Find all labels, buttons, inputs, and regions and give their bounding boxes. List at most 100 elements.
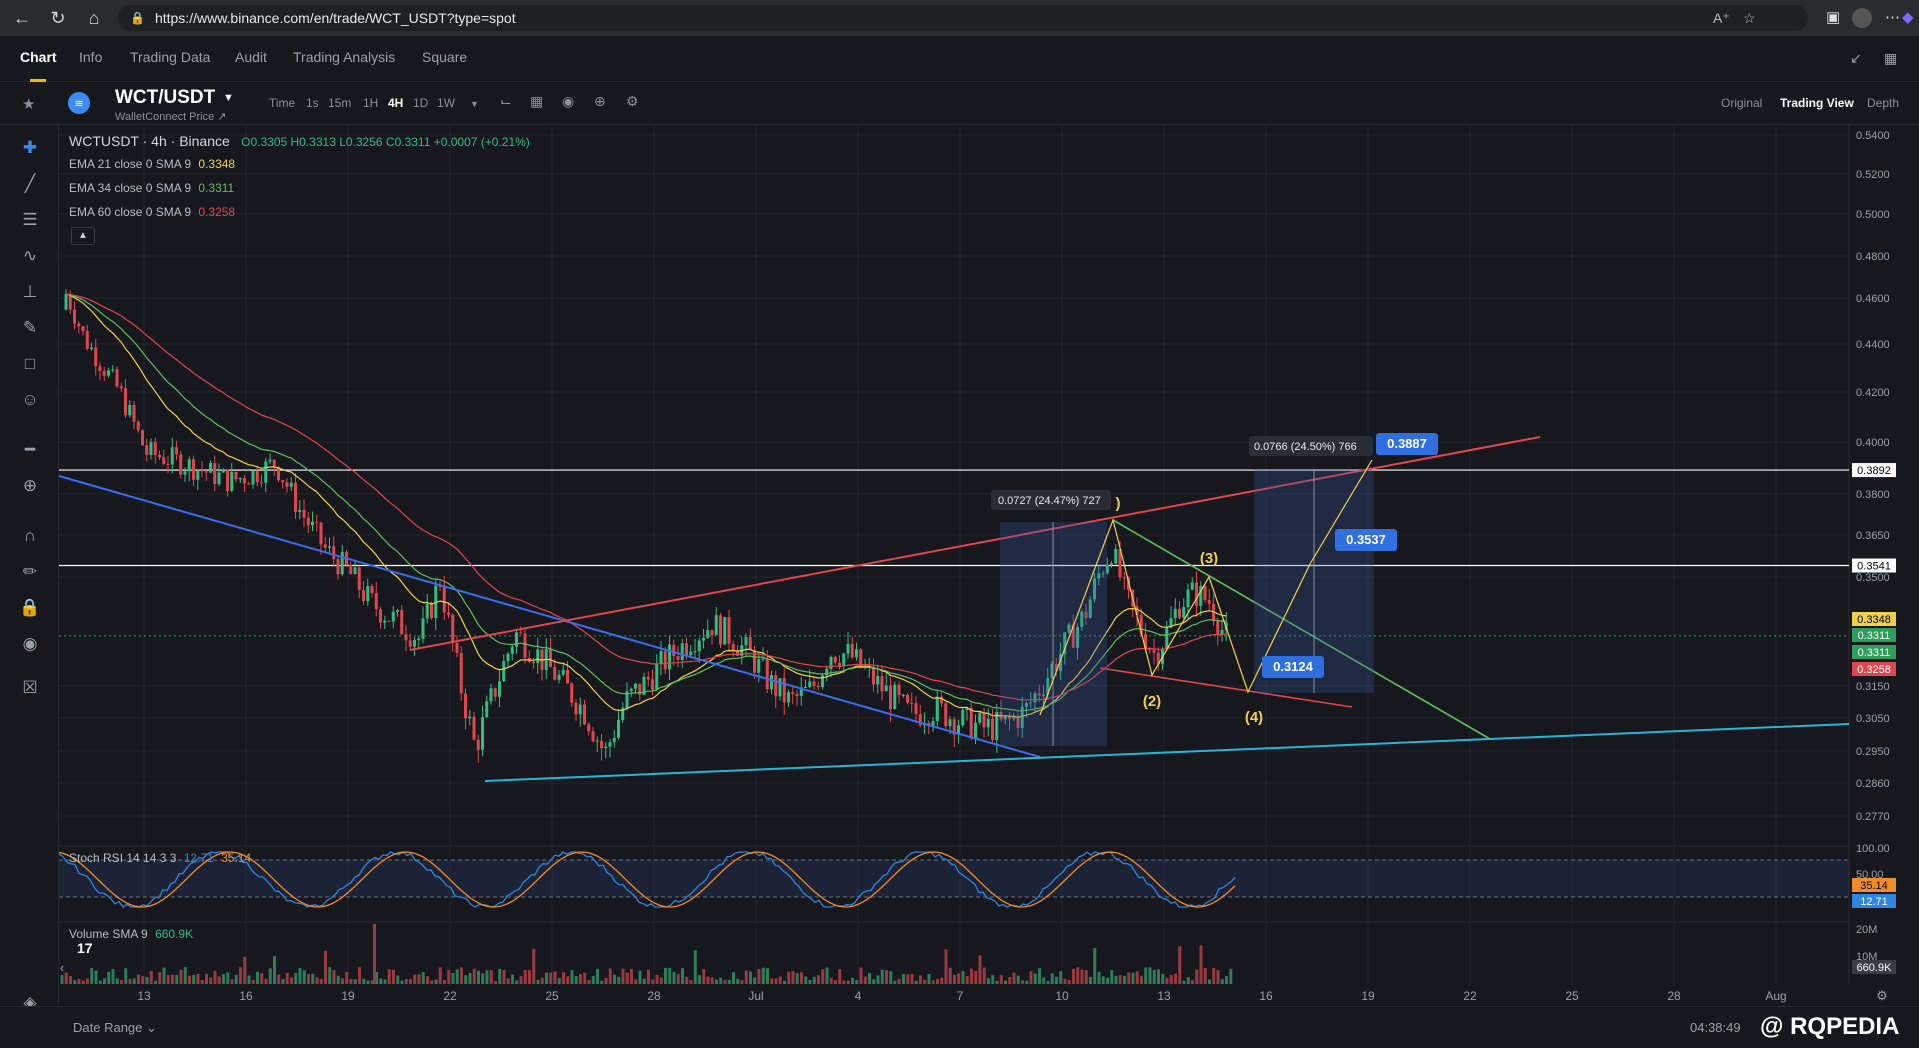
ruler-icon[interactable]: ━ <box>24 440 36 459</box>
volume-bar <box>613 974 616 984</box>
trend-line-icon[interactable]: ╱ <box>24 174 36 193</box>
volume-bar <box>200 980 204 984</box>
candle-body <box>961 709 965 726</box>
volume-bar <box>1216 969 1220 984</box>
pair-name[interactable]: WCT/USDT <box>115 87 216 108</box>
back-icon[interactable]: ← <box>13 7 31 28</box>
tab-trading-analysis[interactable]: Trading Analysis <box>293 49 396 65</box>
volume-bar <box>409 978 412 984</box>
candle-body <box>166 464 170 466</box>
volume-bar <box>1114 975 1118 984</box>
volume-bar <box>545 972 548 984</box>
candle-body <box>124 388 127 416</box>
tab-audit[interactable]: Audit <box>235 49 267 65</box>
timeframe-dropdown-icon[interactable]: ▼ <box>470 99 479 109</box>
volume-bar <box>90 967 94 984</box>
volume-pane <box>59 922 1849 984</box>
candle-body <box>914 703 918 715</box>
magnet-icon[interactable]: ∩ <box>23 526 37 545</box>
time-tick-label: 25 <box>1565 989 1579 1003</box>
favorite-star-icon[interactable]: ★ <box>22 96 36 113</box>
collapse-icon[interactable]: ↙ <box>1850 50 1862 66</box>
timeframe-1s[interactable]: 1s <box>306 96 319 110</box>
zoom-in-icon[interactable]: ⊕ <box>22 476 38 495</box>
brush-icon[interactable]: ✎ <box>22 318 38 337</box>
emoji-icon[interactable]: ☺ <box>21 390 39 409</box>
measure-label-1: 0.0727 (24.47%) 727 <box>998 495 1101 507</box>
candle-body <box>1114 549 1118 564</box>
candle-body <box>349 564 353 575</box>
chevron-down-icon[interactable]: ▼ <box>223 92 234 104</box>
volume-bar <box>477 970 480 984</box>
view-original[interactable]: Original <box>1721 96 1763 110</box>
view-trading-view[interactable]: Trading View <box>1780 96 1854 110</box>
grid-layout-icon[interactable]: ▦ <box>1884 50 1898 66</box>
candle-body <box>396 610 399 612</box>
reload-icon[interactable]: ↻ <box>50 7 66 28</box>
volume-bar <box>472 968 476 984</box>
pattern-icon[interactable]: ∿ <box>22 246 38 265</box>
camera-icon[interactable]: ◉ <box>562 93 575 109</box>
candle-body <box>719 615 722 645</box>
favorite-star-icon[interactable]: ☆ <box>1743 10 1756 26</box>
stoch-axis-badge <box>1852 878 1896 892</box>
legend-stoch: Stoch RSI 14 14 3 3 12.71 35.14 <box>69 851 251 865</box>
candle-type-icon[interactable]: ▦ <box>530 93 544 109</box>
wave-label-2: (2) <box>1143 693 1161 710</box>
volume-bar <box>1174 973 1177 984</box>
candle-body <box>447 612 450 615</box>
address-bar[interactable]: 🔒 https://www.binance.com/en/trade/WCT_U… <box>118 5 1808 31</box>
gear-icon[interactable]: ⚙ <box>626 93 639 109</box>
timeframe-15m[interactable]: 15m <box>328 96 352 110</box>
candle-body <box>298 509 302 512</box>
timeframe-1h[interactable]: 1H <box>363 96 379 110</box>
horizontal-lines-icon[interactable]: ☰ <box>22 210 38 229</box>
eye-icon[interactable]: ◉ <box>22 634 38 653</box>
crosshair-icon[interactable]: ✚ <box>22 138 38 157</box>
view-depth[interactable]: Depth <box>1867 96 1900 110</box>
volume-bar <box>553 971 557 984</box>
timeframe-1w[interactable]: 1W <box>437 96 455 110</box>
trash-icon[interactable]: ☒ <box>22 678 38 697</box>
timeframe-time[interactable]: Time <box>269 96 296 110</box>
lock-icon[interactable]: 🔒 <box>19 598 41 617</box>
price-axis-badge <box>1852 463 1896 478</box>
volume-bar <box>319 978 323 984</box>
copilot-icon[interactable]: ◆ <box>1902 9 1914 26</box>
profile-avatar[interactable] <box>1852 8 1872 28</box>
indicator-icon[interactable]: ⌙ <box>500 93 512 109</box>
extension-icon[interactable]: ▣ <box>1826 9 1841 26</box>
tab-info[interactable]: Info <box>79 49 103 65</box>
volume-bar <box>791 971 795 984</box>
pair-subtitle[interactable]: WalletConnect Price ↗ <box>115 111 227 123</box>
candle-body <box>353 567 357 575</box>
candle-body <box>217 472 221 485</box>
candle-body <box>102 370 106 376</box>
candle-body <box>119 386 123 389</box>
volume-bar <box>277 974 281 984</box>
add-circle-icon[interactable]: ⊕ <box>594 93 606 109</box>
candle-body <box>931 721 935 727</box>
candle-body <box>413 640 416 647</box>
measure-icon[interactable]: ⊥ <box>22 282 38 301</box>
legend-symbol: WCTUSDT · 4h · Binance <box>69 133 230 149</box>
more-menu-icon[interactable]: ⋯ <box>1885 9 1900 26</box>
timeframe-4h[interactable]: 4H <box>388 96 404 110</box>
candle-body <box>379 609 382 623</box>
timeframe-1d[interactable]: 1D <box>413 96 429 110</box>
tab-square[interactable]: Square <box>422 49 468 65</box>
text-note-icon[interactable]: □ <box>24 354 36 373</box>
candle-body <box>272 459 276 467</box>
tab-trading-data[interactable]: Trading Data <box>130 49 211 65</box>
candle-body <box>132 404 136 422</box>
home-icon[interactable]: ⌂ <box>88 7 100 28</box>
collapse-legend-button[interactable]: ▲ <box>71 227 95 245</box>
volume-bar <box>209 977 213 984</box>
legend-volume: Volume SMA 9 660.9K <box>69 927 193 941</box>
volume-tick-label: 20M <box>1856 924 1877 936</box>
date-range-button[interactable]: Date Range ⌄ <box>73 1020 157 1035</box>
read-aloud-icon[interactable]: A⁺ <box>1713 10 1730 26</box>
tab-chart[interactable]: Chart <box>20 49 57 65</box>
lock-pencil-icon[interactable]: ✏ <box>22 562 38 581</box>
